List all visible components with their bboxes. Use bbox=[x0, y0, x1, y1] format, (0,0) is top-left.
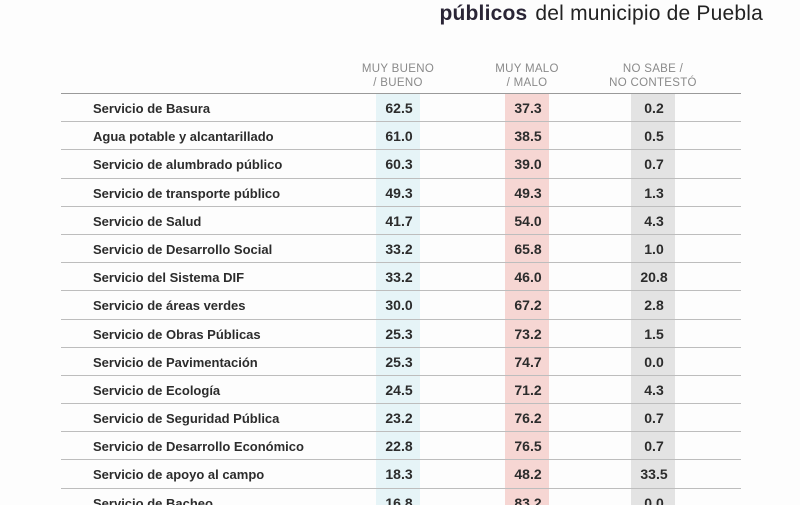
value-no-answer: 1.3 bbox=[644, 184, 664, 201]
value-good: 16.8 bbox=[385, 494, 413, 505]
column-header-no-answer-line1: NO SABE / bbox=[622, 63, 684, 75]
row-label: Servicio del Sistema DIF bbox=[93, 270, 245, 286]
value-good: 30.0 bbox=[385, 297, 413, 314]
row-label: Servicio de Pavimentación bbox=[93, 354, 258, 370]
column-header-good-line1: MUY BUENO bbox=[361, 63, 435, 75]
value-bad: 39.0 bbox=[514, 156, 542, 173]
column-header-good-line2: / BUENO bbox=[373, 77, 423, 89]
value-bad: 73.2 bbox=[514, 325, 542, 342]
value-no-answer: 0.7 bbox=[644, 156, 664, 173]
column-header-bad: MUY MALO / MALO bbox=[472, 62, 582, 90]
table-row: Servicio de Obras Públicas 25.3 73.2 1.5 bbox=[61, 318, 741, 347]
value-good: 61.0 bbox=[385, 128, 413, 145]
table-row: Servicio de Desarrollo Económico 22.8 76.5… bbox=[61, 431, 741, 459]
value-good: 62.5 bbox=[385, 100, 413, 116]
value-bad: 74.7 bbox=[514, 353, 542, 370]
value-bad: 48.2 bbox=[514, 466, 542, 483]
row-label: Agua potable y alcantarillado bbox=[93, 129, 274, 145]
value-bad: 76.2 bbox=[514, 410, 542, 427]
value-no-answer: 33.5 bbox=[640, 466, 668, 483]
table-row: Servicio de transporte público 49.3 49.3 1.… bbox=[61, 177, 741, 206]
row-label: Servicio de Seguridad Pública bbox=[93, 411, 280, 427]
value-good: 25.3 bbox=[385, 353, 413, 370]
column-header-bad-line1: MUY MALO bbox=[495, 63, 559, 75]
value-bad: 65.8 bbox=[514, 240, 542, 257]
value-no-answer: 4.3 bbox=[644, 381, 664, 398]
value-no-answer: 2.8 bbox=[644, 297, 664, 314]
row-label: Servicio de alumbrado público bbox=[93, 157, 283, 173]
value-good: 24.5 bbox=[385, 381, 413, 398]
value-good: 25.3 bbox=[385, 325, 413, 342]
row-label: Servicio de Ecología bbox=[93, 382, 221, 398]
column-header-no-answer-line2: NO CONTESTÓ bbox=[609, 77, 697, 89]
table-row: Servicio de alumbrado público 60.3 39.0 0.7 bbox=[61, 149, 741, 177]
value-no-answer: 20.8 bbox=[640, 269, 668, 286]
row-label: Servicio de áreas verdes bbox=[93, 298, 246, 314]
table-row: Servicio de Pavimentación 25.3 74.7 0.0 bbox=[61, 346, 741, 375]
value-bad: 49.3 bbox=[514, 184, 542, 201]
title-rest: del municipio de Puebla bbox=[535, 2, 763, 25]
value-no-answer: 0.0 bbox=[644, 353, 664, 370]
value-good: 22.8 bbox=[385, 438, 413, 455]
column-band-bad bbox=[505, 93, 549, 505]
row-label: Servicio de Desarrollo Económico bbox=[93, 439, 304, 455]
table-row: Servicio de Desarrollo Social 33.2 65.8 1.0 bbox=[61, 233, 741, 262]
title-bold: públicos bbox=[439, 2, 528, 25]
value-bad: 76.5 bbox=[514, 438, 542, 455]
value-good: 18.3 bbox=[385, 466, 413, 483]
column-header-good: MUY BUENO / BUENO bbox=[343, 62, 453, 90]
table-row: Servicio del Sistema DIF 33.2 46.0 20.8 bbox=[61, 262, 741, 290]
table-row: Servicio de Basura 62.5 37.3 0.2 bbox=[61, 93, 741, 121]
services-table: Servicio de Basura 62.5 37.3 0.2 Agua potabl… bbox=[61, 93, 741, 505]
value-no-answer: 0.2 bbox=[644, 100, 664, 116]
table-row: Servicio de apoyo al campo 18.3 48.2 33.5 bbox=[61, 459, 741, 487]
chart-title: públicos del municipio de Puebla bbox=[439, 2, 763, 26]
value-no-answer: 0.7 bbox=[644, 438, 664, 455]
value-bad: 46.0 bbox=[514, 269, 542, 286]
value-good: 60.3 bbox=[385, 156, 413, 173]
value-no-answer: 0.5 bbox=[644, 128, 664, 145]
table-row: Servicio de áreas verdes 30.0 67.2 2.8 bbox=[61, 290, 741, 318]
value-bad: 54.0 bbox=[514, 212, 542, 229]
value-bad: 67.2 bbox=[514, 297, 542, 314]
value-no-answer: 1.0 bbox=[644, 240, 664, 257]
row-label: Servicio de apoyo al campo bbox=[93, 467, 265, 483]
column-band-no-answer bbox=[631, 93, 675, 505]
value-good: 23.2 bbox=[385, 410, 413, 427]
value-bad: 83.2 bbox=[514, 494, 542, 505]
table-row: Servicio de Ecología 24.5 71.2 4.3 bbox=[61, 374, 741, 403]
column-header-no-answer: NO SABE / NO CONTESTÓ bbox=[598, 62, 708, 90]
column-header-bad-line2: / MALO bbox=[506, 77, 548, 89]
table-row: Servicio de Bacheo 16.8 83.2 0.0 bbox=[61, 487, 741, 505]
value-no-answer: 0.7 bbox=[644, 410, 664, 427]
value-no-answer: 1.5 bbox=[644, 325, 664, 342]
value-bad: 38.5 bbox=[514, 128, 542, 145]
table-row: Servicio de Seguridad Pública 23.2 76.2 0.7 bbox=[61, 403, 741, 431]
table-row: Servicio de Salud 41.7 54.0 4.3 bbox=[61, 205, 741, 234]
row-label: Servicio de Salud bbox=[93, 213, 202, 229]
row-label: Servicio de Desarrollo Social bbox=[93, 241, 273, 257]
row-label: Servicio de Bacheo bbox=[93, 495, 213, 505]
table-row: Agua potable y alcantarillado 61.0 38.5 0.5 bbox=[61, 121, 741, 149]
value-no-answer: 0.0 bbox=[644, 494, 664, 505]
value-no-answer: 4.3 bbox=[644, 212, 664, 229]
value-good: 33.2 bbox=[385, 269, 413, 286]
row-label: Servicio de transporte público bbox=[93, 185, 281, 201]
value-good: 41.7 bbox=[385, 212, 413, 229]
value-good: 49.3 bbox=[385, 184, 413, 201]
value-bad: 37.3 bbox=[514, 100, 542, 116]
column-band-good bbox=[376, 93, 420, 505]
value-bad: 71.2 bbox=[514, 381, 542, 398]
row-label: Servicio de Basura bbox=[93, 101, 211, 116]
row-label: Servicio de Obras Públicas bbox=[93, 326, 261, 342]
value-good: 33.2 bbox=[385, 240, 413, 257]
